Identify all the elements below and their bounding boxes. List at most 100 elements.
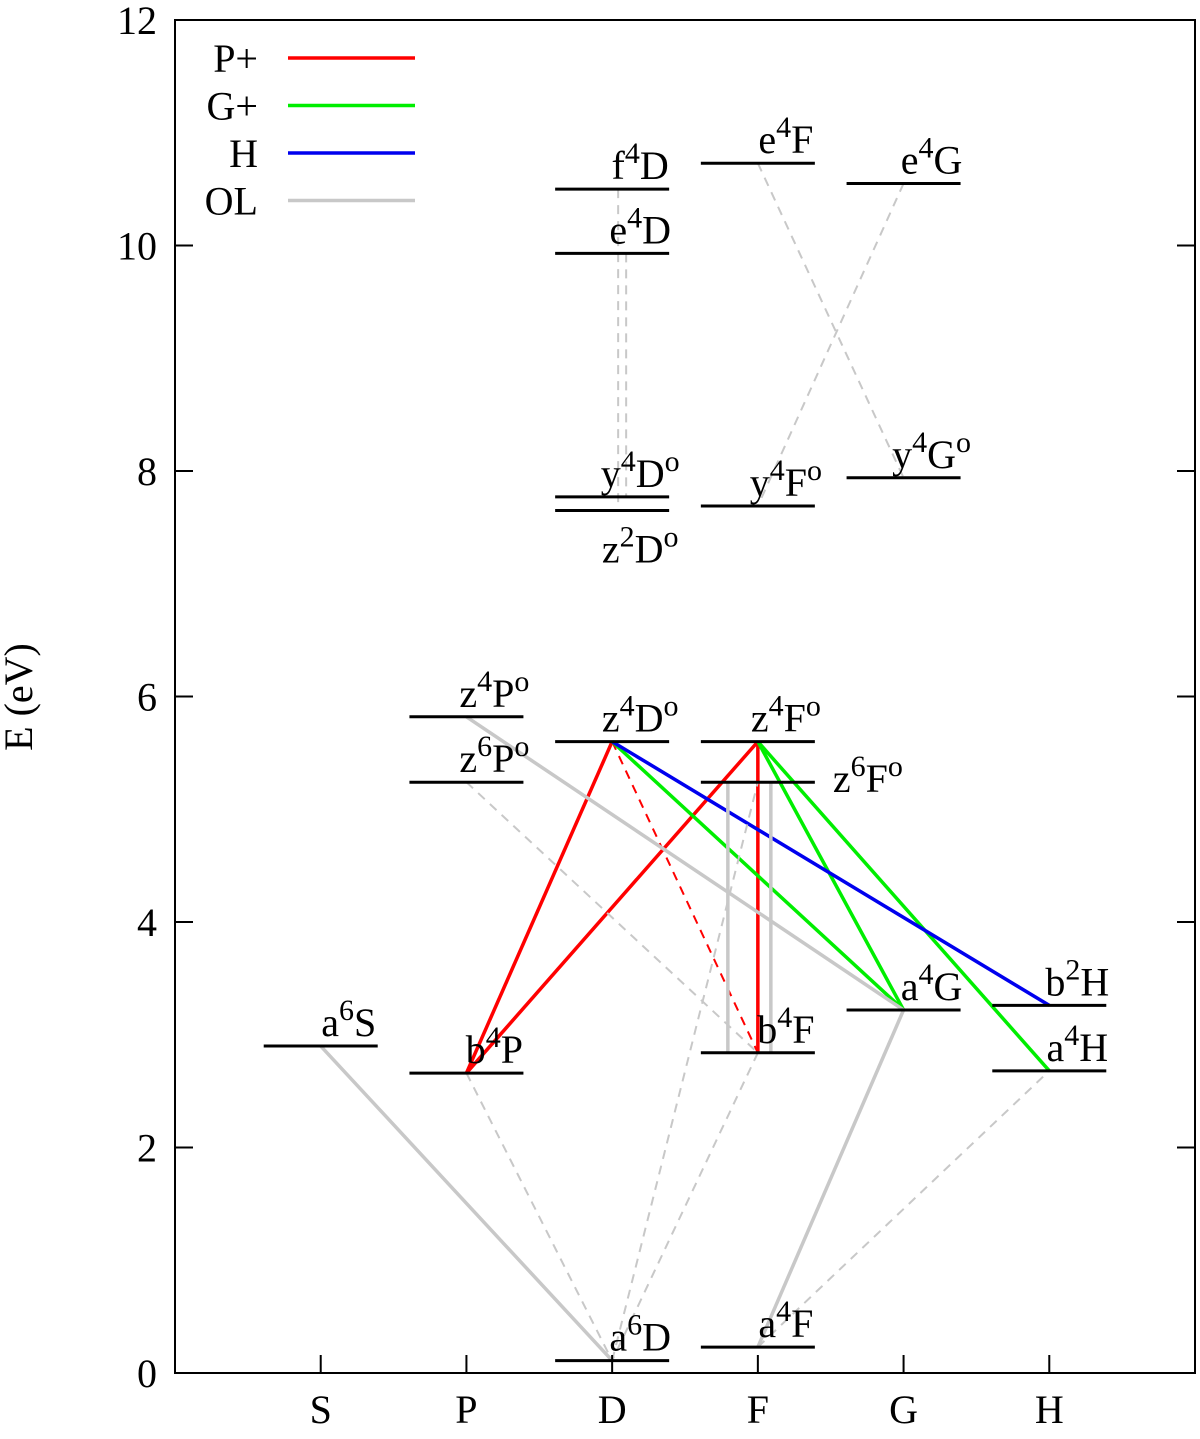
transition-line xyxy=(465,1072,614,1362)
level-label-part: b xyxy=(757,1007,777,1052)
level-label: a6S xyxy=(321,994,376,1045)
level-label-part: a xyxy=(758,1301,776,1346)
transition-line xyxy=(611,781,759,1361)
level-label: b2H xyxy=(1045,953,1109,1004)
level-label-part: z xyxy=(602,696,620,741)
level-label-sup: 4 xyxy=(769,690,784,723)
transition-line xyxy=(756,740,1051,1072)
level-label-part: G xyxy=(934,964,963,1009)
legend-label: OL xyxy=(205,179,258,224)
x-tick-label: D xyxy=(598,1387,627,1432)
level-label-part: H xyxy=(1080,959,1109,1004)
level-label-part: y xyxy=(601,451,621,496)
x-tick-label: H xyxy=(1035,1387,1064,1432)
transition-line xyxy=(319,1044,614,1362)
y-tick-label: 4 xyxy=(137,900,157,945)
levels: a6Sb4Pz6Poz4Poa6Dz4Doz2Doy4Doe4Df4Da4Fb4… xyxy=(263,111,1109,1363)
level-label-sup: 4 xyxy=(621,445,636,478)
level-label: y4Fo xyxy=(750,454,822,505)
y-tick-label: 8 xyxy=(137,449,157,494)
level-label-part: F xyxy=(791,1301,813,1346)
legend-label: P+ xyxy=(213,36,258,81)
level-label: e4D xyxy=(609,201,671,252)
level-label-part: S xyxy=(354,1000,376,1045)
transition-line xyxy=(757,1070,1050,1348)
level-label-part: D xyxy=(636,451,665,496)
y-axis-label: E (eV) xyxy=(0,643,41,751)
y-tick-label: 10 xyxy=(117,224,157,269)
level-label-sup: o xyxy=(888,750,903,783)
level-label-part: G xyxy=(934,137,963,182)
level-label-part: F xyxy=(785,460,807,505)
level-label: y4Go xyxy=(892,426,971,477)
level-label-sup: o xyxy=(663,520,678,553)
level-label-part: P xyxy=(501,1027,523,1072)
level-label: a6D xyxy=(609,1309,671,1360)
level-label-part: G xyxy=(927,432,956,477)
level-label-sup: 4 xyxy=(486,1021,501,1054)
level-label: e4F xyxy=(758,111,813,162)
level-label-part: b xyxy=(466,1027,486,1072)
level-label-part: a xyxy=(1046,1025,1064,1070)
level-label-sup: 4 xyxy=(625,137,640,170)
level-label: z4Fo xyxy=(751,690,821,741)
level-label-part: f xyxy=(612,143,626,188)
transitions xyxy=(319,162,1051,1362)
transition-line xyxy=(610,740,905,1012)
level-label-part: e xyxy=(901,137,919,182)
level-label-sup: 4 xyxy=(770,454,785,487)
legend-label: G+ xyxy=(207,84,258,129)
level-label-part: y xyxy=(892,432,912,477)
plot-frame xyxy=(174,19,1196,1374)
level-label-sup: o xyxy=(806,690,821,723)
level-label-part: D xyxy=(635,696,664,741)
level-label: a4F xyxy=(758,1295,813,1346)
level-label-part: P xyxy=(492,671,514,716)
level-label-part: F xyxy=(866,756,888,801)
level-label-part: z xyxy=(459,671,477,716)
transition-line xyxy=(611,740,1051,1007)
level-label-part: H xyxy=(1079,1025,1108,1070)
transition-line xyxy=(611,1052,759,1362)
level-label-part: y xyxy=(750,460,770,505)
level-label: a4H xyxy=(1046,1019,1108,1070)
level-label-sup: o xyxy=(514,730,529,763)
x-tick-label: P xyxy=(455,1387,477,1432)
level-label-part: F xyxy=(792,1007,814,1052)
level-label: z6Fo xyxy=(833,750,903,801)
y-tick-label: 12 xyxy=(117,0,157,43)
level-label-sup: 4 xyxy=(776,1295,791,1328)
level-label-part: D xyxy=(640,143,669,188)
level-label: b4P xyxy=(466,1021,523,1072)
level-label-sup: o xyxy=(514,665,529,698)
level-label-part: e xyxy=(758,117,776,162)
legend-label: H xyxy=(229,131,258,176)
level-label-part: D xyxy=(635,526,664,571)
level-label-sup: 4 xyxy=(1064,1019,1079,1052)
level-label-sup: 6 xyxy=(851,750,866,783)
x-tick-label: S xyxy=(310,1387,332,1432)
level-label-sup: 4 xyxy=(627,201,642,234)
transition-line xyxy=(756,740,906,1011)
level-label-sup: 2 xyxy=(1065,953,1080,986)
level-label-part: e xyxy=(609,207,627,252)
level-label-sup: 4 xyxy=(477,665,492,698)
level-label-part: z xyxy=(751,696,769,741)
level-label-sup: 4 xyxy=(919,131,934,164)
level-label-sup: 4 xyxy=(912,426,927,459)
level-label: e4G xyxy=(901,131,963,182)
transition-line xyxy=(756,1009,906,1348)
level-label-part: a xyxy=(321,1000,339,1045)
level-label: f4D xyxy=(612,137,669,188)
level-label-part: b xyxy=(1045,959,1065,1004)
level-label: a4G xyxy=(901,958,963,1009)
level-label: z4Do xyxy=(602,690,679,741)
level-label: z2Do xyxy=(602,520,679,571)
level-label-sup: 4 xyxy=(620,690,635,723)
transition-line xyxy=(465,781,759,1054)
level-label-part: z xyxy=(459,736,477,781)
level-label: b4F xyxy=(757,1001,814,1052)
level-label-sup: o xyxy=(956,426,971,459)
level-label-part: a xyxy=(609,1315,627,1360)
y-tick-label: 2 xyxy=(137,1126,157,1171)
